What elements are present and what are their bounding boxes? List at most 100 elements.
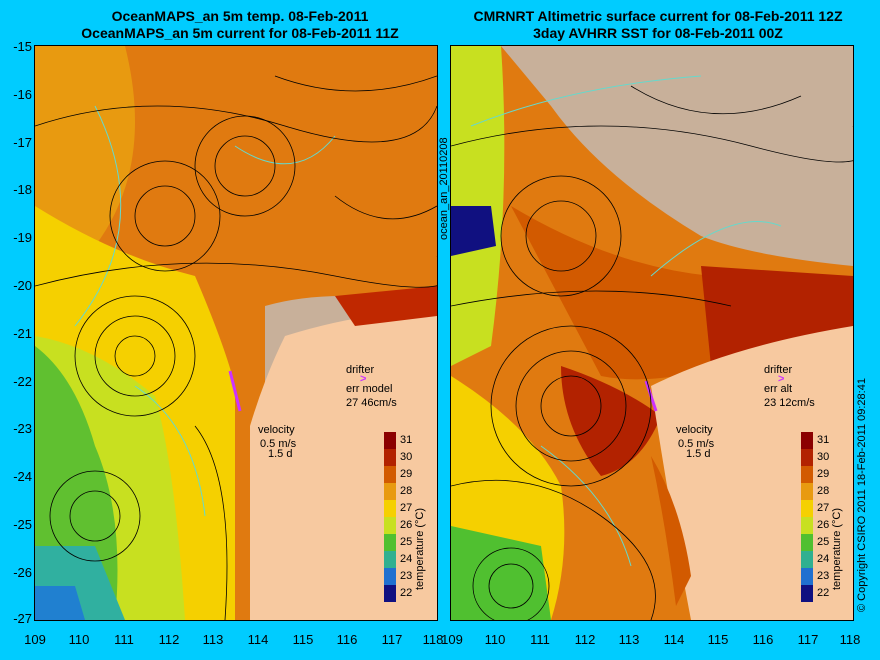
colorbar-swatch (801, 449, 813, 466)
lat-tick: -21 (13, 326, 32, 341)
colorbar-swatch (801, 585, 813, 602)
right-colorbar (801, 432, 813, 602)
lat-tick: -18 (13, 182, 32, 197)
colorbar-swatch (384, 517, 396, 534)
right-err-label: err alt (764, 383, 793, 395)
left-title-line1: OceanMAPS_an 5m temp. 08-Feb-2011 (111, 8, 369, 24)
lon-tick: 117 (381, 632, 403, 647)
colorbar-swatch (384, 466, 396, 483)
colorbar-swatch (384, 449, 396, 466)
colorbar-label: 24 (400, 553, 413, 565)
colorbar-label: 22 (400, 587, 413, 599)
lon-tick: 115 (292, 632, 314, 647)
lon-tick: 113 (202, 632, 224, 647)
lat-tick: -26 (13, 565, 32, 580)
lon-tick: 115 (707, 632, 729, 647)
colorbar-label: 31 (400, 434, 413, 446)
lon-tick: 110 (68, 632, 90, 647)
right-colorbar-title: temperature (°C) (831, 507, 843, 590)
colorbar-label: 22 (817, 587, 830, 599)
lon-tick: 113 (618, 632, 640, 647)
colorbar-swatch (384, 432, 396, 449)
colorbar-swatch (801, 517, 813, 534)
lon-tick: 109 (24, 632, 46, 647)
lat-tick: -24 (13, 469, 32, 484)
colorbar-label: 27 (400, 502, 413, 514)
right-velocity-time: 1.5 d (686, 448, 711, 460)
colorbar-label: 30 (400, 451, 413, 463)
right-map-panel (450, 45, 854, 621)
lat-tick: -27 (13, 611, 32, 626)
lon-tick: 111 (530, 632, 550, 647)
right-drifter-label: drifter (764, 364, 793, 376)
lon-tick: 114 (663, 632, 685, 647)
right-current-streamlines (451, 85, 853, 620)
right-velocity-label: velocity (676, 424, 713, 436)
left-map (35, 46, 437, 620)
lon-tick: 116 (752, 632, 774, 647)
left-current-streamlines (35, 75, 437, 620)
left-colorbar (384, 432, 396, 602)
right-velocity-scale: 0.5 m/s (678, 438, 715, 450)
lon-tick: 118 (839, 632, 861, 647)
colorbar-swatch (801, 534, 813, 551)
colorbar-label: 26 (400, 519, 413, 531)
colorbar-label: 28 (400, 485, 413, 497)
left-err-label: err model (346, 383, 393, 395)
lon-tick: 117 (797, 632, 819, 647)
colorbar-label: 23 (400, 570, 413, 582)
colorbar-swatch (384, 551, 396, 568)
left-title-line2: OceanMAPS_an 5m current for 08-Feb-2011 … (81, 25, 399, 41)
colorbar-swatch (801, 500, 813, 517)
lon-tick: 109 (441, 632, 463, 647)
right-drifter-arrow-icon: > (778, 373, 785, 385)
colorbar-swatch (801, 551, 813, 568)
copyright-label: © Copyright CSIRO 2011 18-Feb-2011 09:28… (856, 378, 868, 612)
colorbar-label: 28 (817, 485, 830, 497)
lat-tick: -19 (13, 230, 32, 245)
right-map (451, 46, 853, 620)
right-title: CMRNRT Altimetric surface current for 08… (448, 8, 868, 42)
left-err-value: 27 46cm/s (346, 397, 397, 409)
lon-tick: 116 (336, 632, 358, 647)
middle-run-label: ocean_an_20110208 (438, 137, 450, 240)
colorbar-swatch (384, 534, 396, 551)
colorbar-label: 24 (817, 553, 830, 565)
colorbar-swatch (801, 568, 813, 585)
colorbar-swatch (801, 483, 813, 500)
lon-tick: 114 (247, 632, 269, 647)
right-title-line1: CMRNRT Altimetric surface current for 08… (473, 8, 843, 24)
colorbar-label: 25 (817, 536, 830, 548)
colorbar-swatch (801, 432, 813, 449)
colorbar-swatch (801, 466, 813, 483)
colorbar-label: 29 (400, 468, 413, 480)
left-colorbar-title: temperature (°C) (414, 507, 426, 590)
lon-tick: 110 (484, 632, 506, 647)
left-drifter-arrow-icon: > (360, 373, 367, 385)
colorbar-label: 23 (817, 570, 830, 582)
left-velocity-label: velocity (258, 424, 295, 436)
lat-tick: -25 (13, 517, 32, 532)
colorbar-swatch (384, 483, 396, 500)
lon-tick: 112 (158, 632, 180, 647)
lat-tick: -16 (13, 87, 32, 102)
colorbar-swatch (384, 500, 396, 517)
colorbar-label: 30 (817, 451, 830, 463)
left-velocity-time: 1.5 d (268, 448, 293, 460)
left-drifter-label: drifter (346, 364, 375, 376)
colorbar-label: 26 (817, 519, 830, 531)
colorbar-label: 29 (817, 468, 830, 480)
colorbar-label: 31 (817, 434, 830, 446)
lon-tick: 112 (574, 632, 596, 647)
lon-tick: 118 (422, 632, 444, 647)
lat-tick: -22 (13, 374, 32, 389)
lat-tick: -23 (13, 421, 32, 436)
colorbar-swatch (384, 585, 396, 602)
colorbar-label: 27 (817, 502, 830, 514)
lat-tick: -17 (13, 135, 32, 150)
colorbar-label: 25 (400, 536, 413, 548)
left-title: OceanMAPS_an 5m temp. 08-Feb-2011 OceanM… (40, 8, 440, 42)
left-map-panel (34, 45, 438, 621)
lon-tick: 111 (114, 632, 134, 647)
lat-tick: -20 (13, 278, 32, 293)
